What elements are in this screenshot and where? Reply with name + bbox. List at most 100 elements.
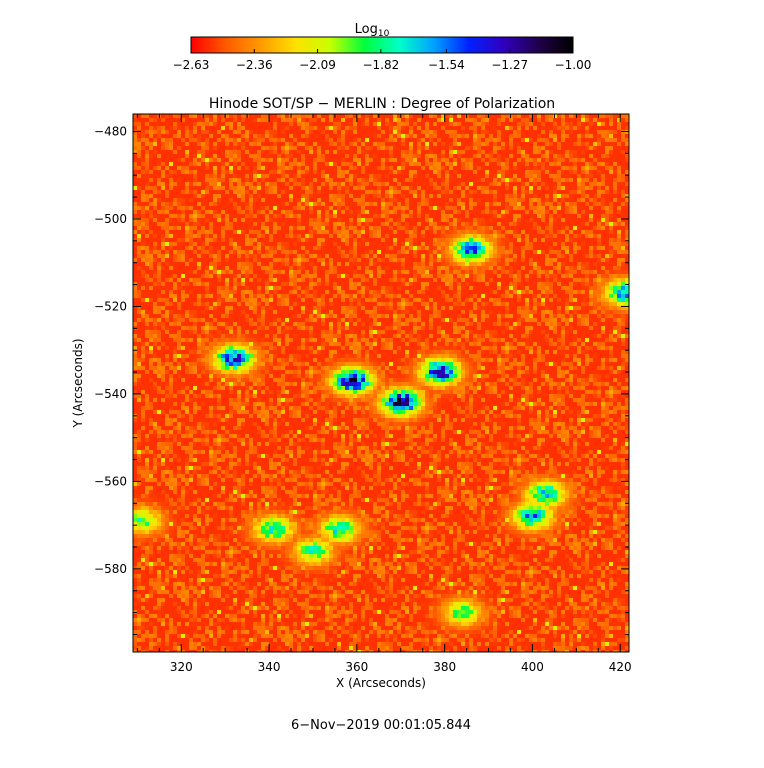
heatmap-cell [137,242,141,246]
heatmap-cell [433,162,437,166]
heatmap-cell [201,182,205,186]
heatmap-cell [481,242,485,246]
heatmap-cell [533,210,537,214]
heatmap-cell [477,190,481,194]
heatmap-cell [377,146,381,150]
heatmap-cell [561,138,565,142]
heatmap-cell [297,198,301,202]
heatmap-cell [561,226,565,230]
heatmap-cell [621,138,625,142]
heatmap-cell [237,194,241,198]
heatmap-cell [381,178,385,182]
heatmap-cell [301,122,305,126]
heatmap-cell [561,182,565,186]
heatmap-cell [193,262,197,266]
heatmap-cell [209,134,213,138]
heatmap-cell [625,178,629,182]
heatmap-cell [461,226,465,230]
heatmap-cell [401,182,405,186]
heatmap-cell [261,202,265,206]
heatmap-cell [241,142,245,146]
heatmap-cell [477,174,481,178]
heatmap-cell [349,162,353,166]
heatmap-cell [149,266,153,270]
heatmap-cell [209,178,213,182]
heatmap-cell [529,162,533,166]
heatmap-cell [177,194,181,198]
heatmap-cell [621,118,625,122]
heatmap-cell [345,126,349,130]
heatmap-cell [541,114,545,118]
heatmap-cell [349,266,353,270]
heatmap-cell [301,250,305,254]
heatmap-cell [425,170,429,174]
heatmap-cell [577,154,581,158]
heatmap-cell [385,242,389,246]
heatmap-cell [265,254,269,258]
heatmap-cell [177,210,181,214]
heatmap-cell [205,226,209,230]
heatmap-cell [473,210,477,214]
heatmap-cell [401,158,405,162]
heatmap-cell [253,254,257,258]
heatmap-cell [449,126,453,130]
heatmap-cell [561,146,565,150]
heatmap-cell [305,138,309,142]
heatmap-cell [481,238,485,242]
heatmap-cell [241,226,245,230]
heatmap-cell [585,134,589,138]
heatmap-cell [537,254,541,258]
heatmap-cell [377,166,381,170]
heatmap-cell [609,270,613,274]
heatmap-cell [321,114,325,118]
heatmap-cell [157,218,161,222]
heatmap-cell [169,270,173,274]
heatmap-cell [365,178,369,182]
heatmap-cell [385,234,389,238]
heatmap-cell [337,134,341,138]
heatmap-cell [213,230,217,234]
heatmap-cell [501,222,505,226]
heatmap-cell [301,158,305,162]
heatmap-cell [365,194,369,198]
heatmap-cell [569,270,573,274]
heatmap-cell [225,214,229,218]
heatmap-cell [321,226,325,230]
heatmap-cell [469,158,473,162]
heatmap-cell [233,158,237,162]
heatmap-cell [277,142,281,146]
heatmap-cell [169,198,173,202]
heatmap-cell [465,154,469,158]
heatmap-cell [289,206,293,210]
heatmap-cell [345,222,349,226]
heatmap-cell [153,218,157,222]
heatmap-cell [505,202,509,206]
heatmap-cell [305,122,309,126]
heatmap-cell [377,198,381,202]
heatmap-cell [469,258,473,262]
heatmap-cell [261,262,265,266]
heatmap-cell [521,254,525,258]
heatmap-cell [353,158,357,162]
heatmap-cell [369,266,373,270]
heatmap-cell [165,230,169,234]
heatmap-cell [157,170,161,174]
heatmap-cell [609,246,613,250]
heatmap-cell [145,242,149,246]
heatmap-cell [517,186,521,190]
heatmap-cell [533,258,537,262]
heatmap-cell [285,170,289,174]
heatmap-cell [369,262,373,266]
heatmap-cell [177,154,181,158]
heatmap-cell [573,198,577,202]
heatmap-cell [445,250,449,254]
heatmap-cell [245,122,249,126]
heatmap-cell [549,138,553,142]
heatmap-cell [373,266,377,270]
heatmap-cell [429,222,433,226]
heatmap-cell [201,178,205,182]
heatmap-cell [389,262,393,266]
heatmap-cell [241,234,245,238]
heatmap-cell [497,130,501,134]
heatmap-cell [133,230,137,234]
